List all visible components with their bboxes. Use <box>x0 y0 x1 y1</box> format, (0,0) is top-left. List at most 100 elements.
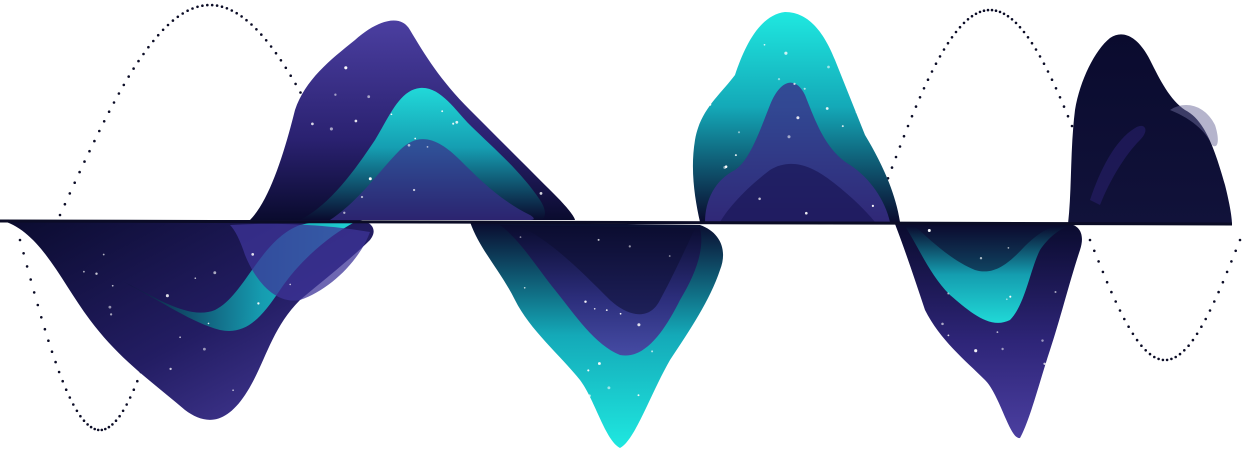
sparkle-dot <box>305 346 308 349</box>
trail-dot <box>176 15 180 19</box>
trail-dot <box>136 379 139 383</box>
trail-dot <box>1135 338 1139 342</box>
trail-dot <box>1183 349 1186 352</box>
wave-lobe-center-lower <box>470 222 724 448</box>
trail-dot <box>122 83 126 87</box>
sparkle-dot <box>1054 291 1057 293</box>
trail-dot <box>274 51 278 55</box>
sparkle-dot <box>597 238 600 241</box>
sparkle-dot <box>102 253 105 256</box>
trail-dot <box>1217 290 1220 294</box>
trail-dot <box>1200 325 1203 329</box>
trail-dot <box>43 327 47 331</box>
sparkle-dot <box>734 154 737 157</box>
sparkle-dot <box>257 302 260 305</box>
sparkle-dot <box>977 384 980 387</box>
sparkle-dot <box>452 122 455 125</box>
trail-dot <box>1225 270 1229 274</box>
trail-dot <box>1014 21 1018 25</box>
trail-dot <box>132 67 135 70</box>
trail-dot <box>93 427 96 431</box>
sparkle-dot <box>737 131 741 134</box>
trail-dot <box>1131 332 1135 336</box>
trail-dot <box>250 23 253 26</box>
trail-dot <box>57 370 61 374</box>
trail-dot <box>142 52 145 56</box>
sparkle-dot <box>784 51 788 55</box>
sparkle-dot <box>708 103 712 106</box>
trail-dot <box>898 145 902 148</box>
sparkle-dot <box>497 396 500 399</box>
trail-dot <box>186 9 189 12</box>
sparkle-dot <box>803 87 806 90</box>
trail-dot <box>107 425 111 429</box>
sparkle-dot <box>979 257 983 260</box>
trail-dot <box>132 388 136 392</box>
trail-dot <box>1054 87 1058 90</box>
sparkle-dot <box>628 245 631 248</box>
trail-dot <box>1058 96 1062 99</box>
wave-lobe-left-lower <box>0 220 374 420</box>
trail-dot <box>974 12 978 16</box>
trail-dot <box>1097 260 1100 263</box>
sparkle-dot <box>907 292 910 295</box>
trail-dot <box>1127 325 1130 329</box>
trail-dot <box>1002 12 1006 16</box>
trail-dot <box>1208 309 1212 312</box>
trail-dot <box>32 291 36 294</box>
trail-dot <box>1174 355 1177 359</box>
trail-dot <box>137 59 140 63</box>
trail-dot <box>1238 238 1242 242</box>
trail-dot <box>1006 14 1010 18</box>
trail-dot <box>954 30 958 34</box>
sparkle-dot <box>651 350 654 353</box>
sparkle-dot <box>169 367 172 371</box>
trail-dot <box>902 134 906 138</box>
trail-dot <box>40 316 43 319</box>
sparkle-dot <box>974 349 978 353</box>
trail-dot <box>75 409 79 413</box>
sparkle-dot <box>539 192 543 195</box>
trail-dot <box>121 409 125 413</box>
sparkle-dot <box>793 82 796 86</box>
trail-dot <box>986 8 990 12</box>
trail-dot <box>1030 41 1034 45</box>
sparkle-dot <box>619 312 622 315</box>
trail-dot <box>29 278 32 281</box>
trail-dot <box>161 28 165 32</box>
sparkle-dot <box>964 394 968 398</box>
trail-dot <box>201 4 204 7</box>
trail-dot <box>922 87 926 90</box>
sparkle-dot <box>804 211 808 215</box>
sparkle-dot <box>1047 363 1050 367</box>
trail-dot <box>96 428 100 432</box>
sparkle-dot <box>1005 298 1008 301</box>
trail-dot <box>982 9 986 12</box>
trail-dot <box>1148 352 1152 356</box>
sparkle-dot <box>898 316 902 319</box>
trail-dot <box>128 396 132 399</box>
trail-dot <box>289 74 293 77</box>
trail-dot <box>181 12 184 15</box>
sparkle-dot <box>1041 339 1044 342</box>
sparkle-dot <box>311 122 314 126</box>
trail-dot <box>279 59 283 62</box>
sparkle-dot <box>455 120 459 124</box>
sparkle-dot <box>111 284 114 287</box>
trail-dot <box>1161 358 1165 362</box>
sparkle-dot <box>1059 340 1063 343</box>
sparkle-dot <box>841 125 844 128</box>
trail-dot <box>1110 290 1113 294</box>
trail-dot <box>1042 62 1046 65</box>
sparkle-dot <box>1067 338 1070 341</box>
trail-dot <box>962 21 966 25</box>
sparkle-dots <box>83 43 1070 416</box>
sparkle-dot <box>902 284 905 288</box>
trail-dot <box>63 202 67 206</box>
sparkle-dot <box>855 111 858 113</box>
sparkle-dot <box>1007 247 1010 249</box>
sparkle-dot <box>593 307 596 310</box>
sparkle-dot <box>484 257 488 261</box>
sparkle-dot <box>83 270 85 273</box>
sparkle-dot <box>873 138 876 141</box>
